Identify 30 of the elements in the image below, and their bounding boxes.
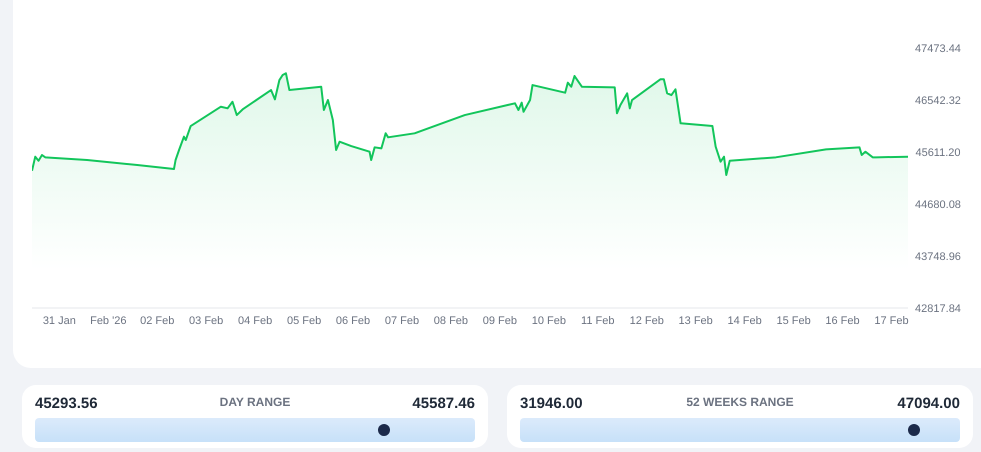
text: 52 WEEKS RANGE (686, 395, 794, 409)
x-tick-label: 16 Feb (825, 314, 860, 327)
x-tick-label: 12 Feb (630, 314, 664, 327)
text: 31946.00 (520, 395, 583, 412)
x-tick-label: 10 Feb (532, 314, 566, 327)
y-tick-label: 42817.84 (915, 302, 961, 315)
x-tick-label: 17 Feb (874, 314, 909, 327)
y-tick-label: 47473.44 (915, 42, 961, 55)
x-tick-label: 05 Feb (286, 314, 322, 327)
x-tick-label: 31 Jan (42, 314, 76, 327)
x-tick-label: 14 Feb (728, 314, 762, 327)
text: DAY RANGE (220, 395, 290, 409)
x-tick-label: 06 Feb (336, 314, 370, 327)
x-tick-label: Feb '26 (90, 314, 126, 327)
y-tick-label: 46542.32 (915, 94, 961, 107)
text: 45587.46 (412, 395, 475, 412)
x-tick-label: 13 Feb (678, 314, 713, 327)
x-tick-label: 15 Feb (776, 314, 811, 327)
x-tick-label: 08 Feb (434, 314, 468, 327)
y-tick-label: 43748.96 (915, 250, 961, 263)
text: 47094.00 (897, 395, 960, 412)
x-tick-label: 02 Feb (140, 314, 174, 327)
x-tick-label: 04 Feb (238, 314, 272, 327)
x-tick-label: 03 Feb (189, 314, 224, 327)
y-tick-label: 44680.08 (915, 198, 961, 211)
text: 45293.56 (35, 395, 98, 412)
x-tick-label: 07 Feb (384, 314, 420, 327)
x-tick-label: 09 Feb (482, 314, 518, 327)
x-tick-label: 11 Feb (581, 314, 614, 327)
y-tick-label: 45611.20 (915, 146, 961, 159)
